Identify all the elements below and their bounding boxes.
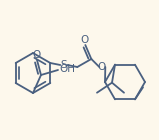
Text: O: O (32, 50, 40, 60)
Text: O: O (80, 35, 88, 45)
Text: OH: OH (59, 64, 75, 74)
Text: S: S (60, 60, 67, 70)
Text: O: O (97, 62, 105, 72)
